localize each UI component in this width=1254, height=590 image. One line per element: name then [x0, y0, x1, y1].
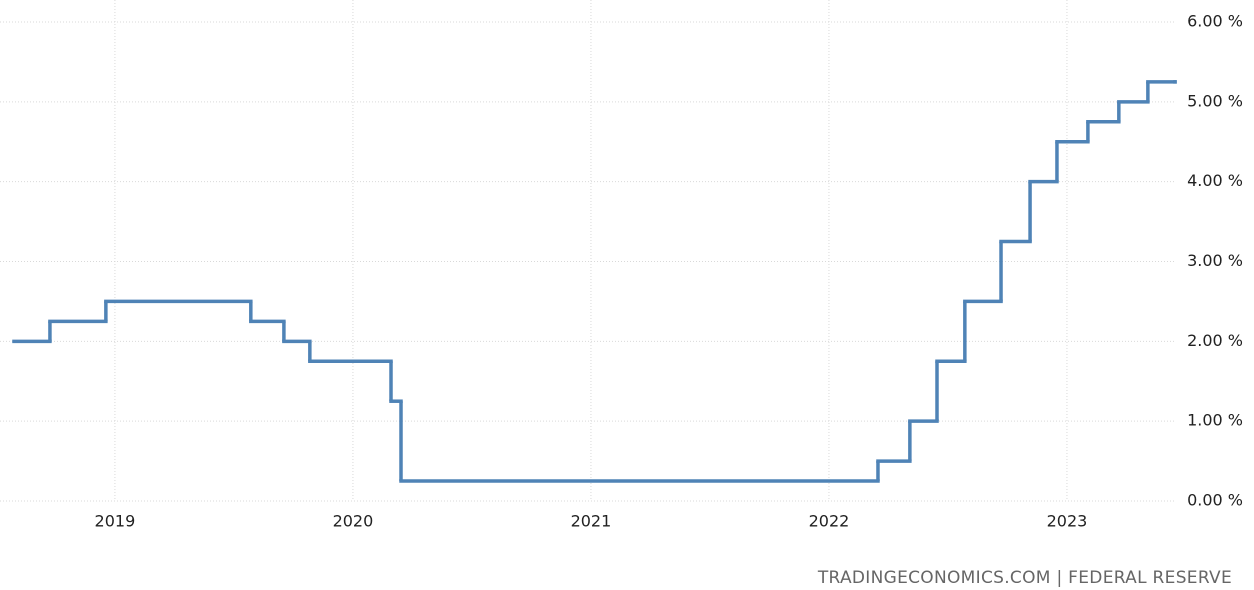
x-tick-label: 2023: [1047, 512, 1088, 531]
y-tick-label: 4.00 %: [1187, 171, 1243, 190]
x-tick-label: 2020: [333, 512, 374, 531]
x-tick-label: 2021: [571, 512, 612, 531]
x-tick-label: 2022: [809, 512, 850, 531]
y-tick-label: 1.00 %: [1187, 411, 1243, 430]
source-label: TRADINGECONOMICS.COM | FEDERAL RESERVE: [817, 568, 1232, 588]
y-tick-label: 5.00 %: [1187, 91, 1243, 110]
y-tick-label: 0.00 %: [1187, 491, 1243, 510]
y-tick-label: 6.00 %: [1187, 12, 1243, 31]
x-tick-label: 2019: [95, 512, 136, 531]
y-tick-label: 2.00 %: [1187, 331, 1243, 350]
y-tick-label: 3.00 %: [1187, 251, 1243, 270]
